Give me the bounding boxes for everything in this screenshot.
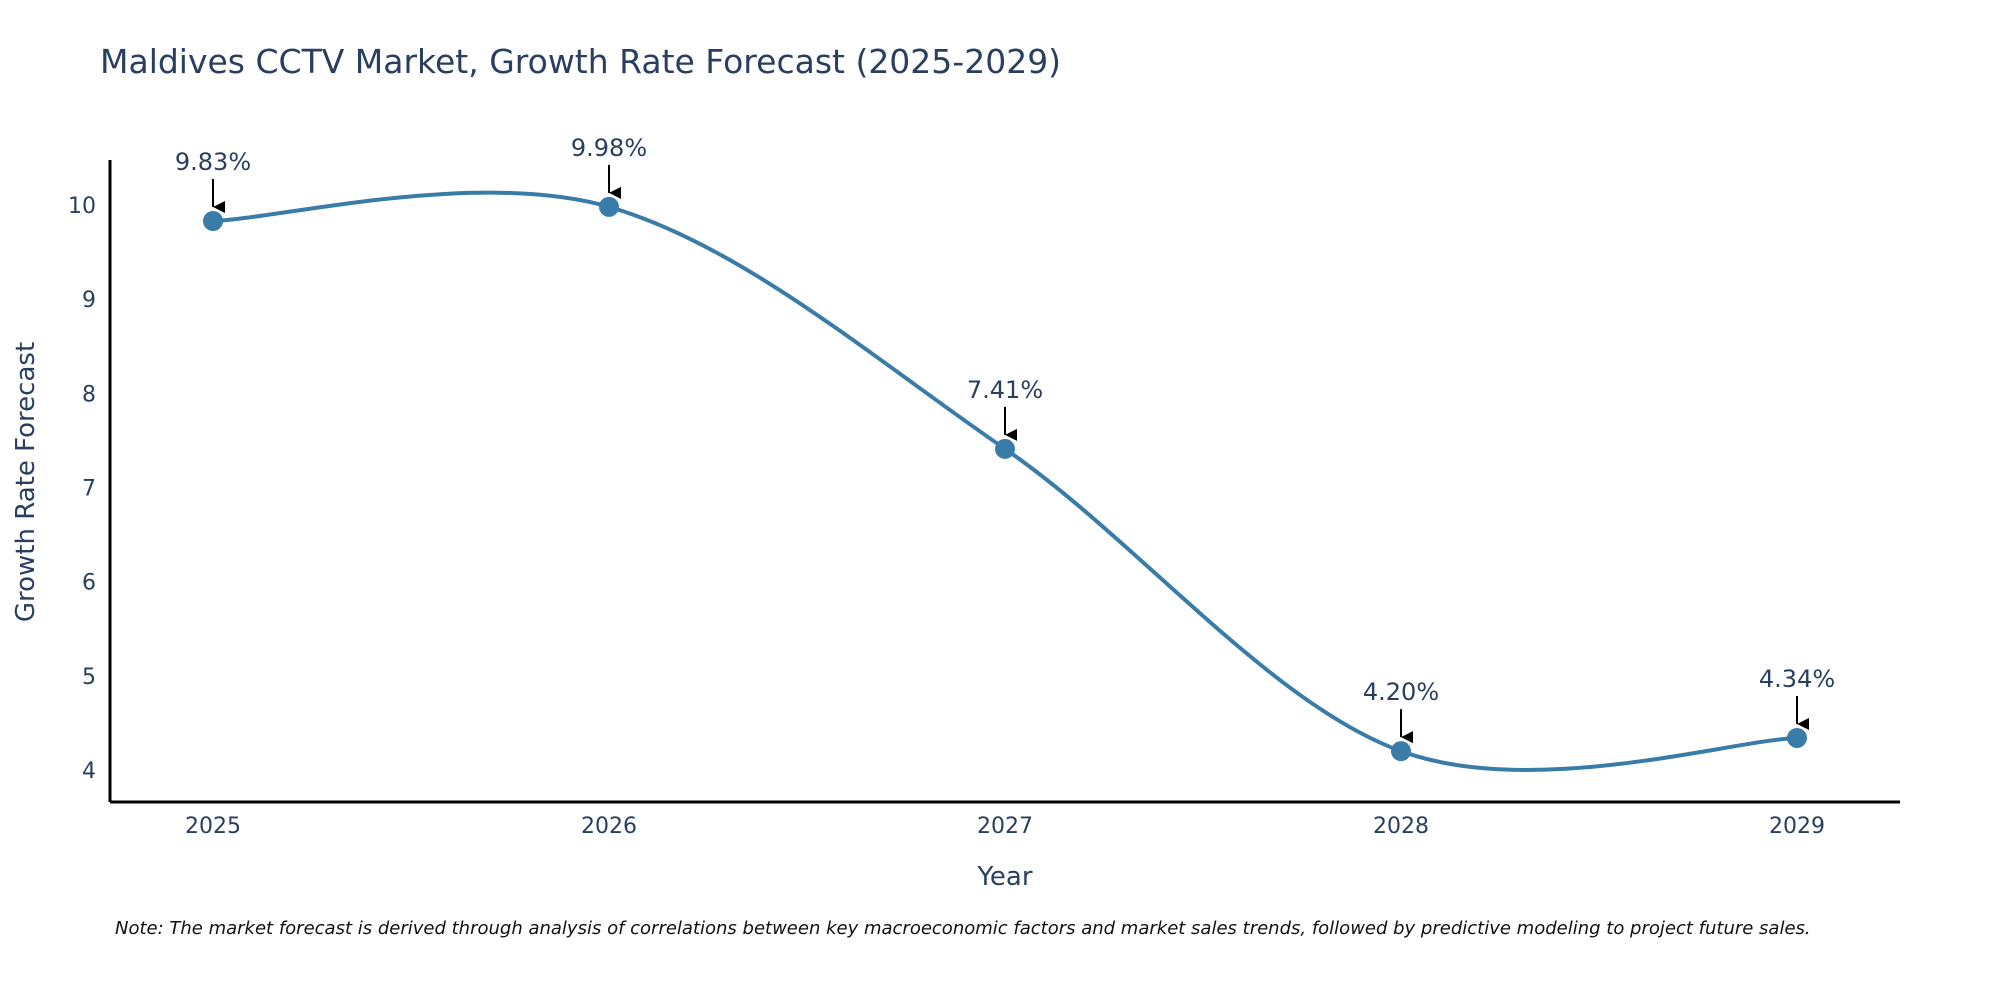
footnote: Note: The market forecast is derived thr… (115, 918, 1811, 939)
x-axis-title: Year (976, 862, 1032, 892)
data-point[interactable] (203, 211, 223, 232)
x-tick-label: 2027 (977, 814, 1033, 839)
y-tick-label: 9 (82, 288, 96, 313)
x-tick-label: 2026 (581, 814, 637, 839)
data-label: 4.34% (1759, 665, 1835, 693)
y-tick-label: 7 (82, 477, 96, 502)
series-line (212, 190, 1798, 773)
data-label: 9.83% (175, 148, 251, 176)
x-tick-label: 2025 (185, 814, 241, 839)
data-label: 9.98% (571, 134, 647, 162)
x-tick-label: 2029 (1769, 814, 1825, 839)
data-point[interactable] (1787, 727, 1807, 748)
y-tick-label: 8 (82, 382, 96, 407)
y-tick-label: 10 (68, 194, 96, 219)
y-tick-label: 6 (82, 571, 96, 596)
data-label: 4.20% (1363, 678, 1439, 706)
y-tick-label: 4 (82, 759, 96, 784)
y-tick-label: 5 (82, 665, 96, 690)
chart-title: Maldives CCTV Market, Growth Rate Foreca… (100, 42, 1062, 81)
y-axis-title: Growth Rate Forecast (11, 342, 41, 622)
data-point[interactable] (995, 438, 1015, 459)
x-tick-label: 2028 (1373, 814, 1429, 839)
data-point[interactable] (1391, 741, 1411, 762)
data-point[interactable] (599, 196, 619, 217)
data-label: 7.41% (967, 376, 1043, 404)
